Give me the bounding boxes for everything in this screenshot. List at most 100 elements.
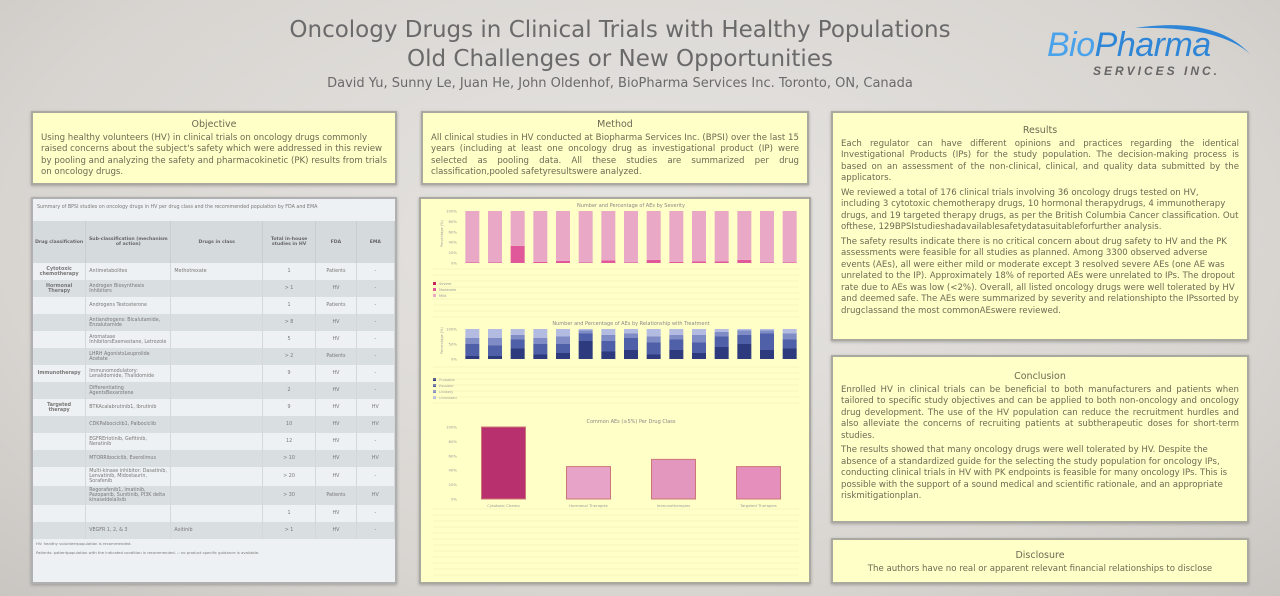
table-caption: Summary of BPSI studies on oncology drug… bbox=[37, 205, 318, 210]
title-line-2: Old Challenges or New Opportunities bbox=[407, 46, 833, 72]
conclusion-box: Conclusion Enrolled HV in clinical trial… bbox=[831, 355, 1249, 523]
bar-segment bbox=[646, 329, 661, 337]
bar-segment bbox=[601, 341, 616, 352]
y-tick-label: 80% bbox=[449, 439, 458, 444]
table-row: Androgens Testosterone 1 Patients - bbox=[33, 297, 395, 314]
disclosure-heading: Disclosure bbox=[1015, 550, 1065, 561]
y-tick-label: 0% bbox=[451, 497, 457, 502]
table-cell: 12 bbox=[262, 433, 317, 450]
bar-segment bbox=[488, 211, 502, 263]
table-cell bbox=[170, 280, 263, 297]
table-cell: Axitinib bbox=[170, 522, 263, 539]
table-cell: Androgens Testosterone bbox=[85, 297, 172, 314]
table-cell: HV bbox=[315, 416, 357, 433]
bar-segment bbox=[624, 262, 638, 263]
bar-segment bbox=[556, 211, 570, 261]
method-heading: Method bbox=[597, 119, 633, 130]
y-tick-label: 0% bbox=[451, 357, 457, 362]
table-row: Immunotherapy Immunomodulatory: Lenalidom… bbox=[33, 365, 395, 382]
table-cell: HV bbox=[356, 486, 395, 505]
bar-segment bbox=[624, 329, 638, 334]
bar-segment bbox=[760, 329, 774, 331]
bar-segment bbox=[782, 339, 797, 349]
bar-segment bbox=[601, 260, 616, 263]
bar-segment bbox=[510, 211, 525, 246]
bar-segment bbox=[510, 245, 525, 263]
bar bbox=[566, 466, 611, 500]
bar-segment bbox=[669, 339, 684, 350]
table-cell: - bbox=[356, 505, 395, 522]
bar-segment bbox=[533, 211, 548, 262]
y-tick-label: 100% bbox=[446, 327, 457, 332]
table-cell bbox=[170, 382, 263, 399]
summary-table-panel: Summary of BPSI studies on oncology drug… bbox=[31, 197, 397, 584]
table-cell: HV bbox=[315, 382, 357, 399]
legend-swatch bbox=[433, 282, 436, 285]
bar-segment bbox=[692, 261, 706, 263]
bar-segment bbox=[760, 330, 774, 334]
table-cell: HV bbox=[356, 399, 395, 416]
table-cell: - bbox=[356, 433, 395, 450]
charts-panel: Number and Percentage of AEs by Severity… bbox=[419, 197, 811, 584]
bar-segment bbox=[646, 211, 661, 260]
table-cell: HV bbox=[315, 314, 357, 331]
table-cell bbox=[170, 450, 263, 467]
bar-segment bbox=[624, 333, 638, 338]
table-row: Multi-kinase inhibitor: Dasatinib, Lenva… bbox=[33, 467, 395, 486]
table-cell bbox=[170, 399, 263, 416]
table-row: Differentiating AgentsBexarotene 2 HV - bbox=[33, 382, 395, 399]
table-cell: - bbox=[356, 522, 395, 539]
y-tick-label: 50% bbox=[449, 342, 458, 347]
bar-segment bbox=[488, 338, 502, 346]
bar-segment bbox=[465, 356, 480, 359]
bar-segment bbox=[737, 211, 752, 260]
table-cell: 9 bbox=[262, 365, 317, 382]
disclosure-text: The authors have no real or apparent rel… bbox=[867, 563, 1213, 574]
bar-segment bbox=[465, 338, 480, 344]
table-cell: > 30 bbox=[262, 486, 317, 505]
table-cell: - bbox=[356, 348, 395, 365]
table-header: Drugs in class bbox=[170, 221, 263, 263]
y-tick-label: 40% bbox=[449, 468, 458, 473]
table-cell: 5 bbox=[262, 331, 317, 348]
method-box: Method All clinical studies in HV conduc… bbox=[421, 111, 809, 185]
bar-segment bbox=[578, 262, 593, 263]
results-heading: Results bbox=[1022, 125, 1058, 136]
table-cell: - bbox=[356, 263, 395, 280]
chart-title: Number and Percentage of AEs by Relation… bbox=[552, 321, 709, 327]
legend-swatch bbox=[433, 288, 436, 291]
bar-segment bbox=[465, 329, 480, 338]
conclusion-paragraph: Enrolled HV in clinical trials can be be… bbox=[841, 384, 1239, 441]
bar-segment bbox=[624, 211, 638, 263]
table-cell bbox=[33, 450, 87, 467]
conclusion-paragraph: The results showed that many oncology dr… bbox=[841, 445, 1228, 501]
table-cell: Cytotoxic chemotherapy bbox=[33, 263, 87, 280]
bar-segment bbox=[556, 344, 570, 353]
table-cell: Patients bbox=[315, 348, 357, 365]
bar-segment bbox=[669, 335, 684, 340]
table-cell bbox=[170, 314, 263, 331]
bar-segment bbox=[465, 211, 480, 263]
table-cell: Hormonal Therapy bbox=[33, 280, 87, 297]
bar-segment bbox=[669, 261, 684, 263]
table-row: Aromatase InhibitorsExemestane, Letrozol… bbox=[33, 331, 395, 348]
table-cell: Androgen Biosynthesis Inhibitors bbox=[85, 280, 172, 297]
table-row: VEGFR 1, 2, & 3 Axitinib > 1 HV - bbox=[33, 522, 395, 539]
x-tick-label: Cytotoxic Chemo bbox=[487, 503, 520, 508]
y-tick-label: 80% bbox=[449, 219, 458, 224]
bar-segment bbox=[465, 344, 480, 356]
objective-box: Objective Using healthy volunteers (HV) … bbox=[31, 111, 397, 185]
bar-segment bbox=[533, 338, 548, 344]
title-line-1: Oncology Drugs in Clinical Trials with H… bbox=[289, 17, 951, 43]
x-tick-label: Targeted Therapies bbox=[739, 503, 776, 508]
poster-title: Oncology Drugs in Clinical Trials with H… bbox=[250, 16, 990, 91]
method-text: All clinical studies in HV conducted at … bbox=[431, 132, 799, 178]
legend-swatch bbox=[433, 396, 436, 399]
bar-segment bbox=[714, 329, 729, 332]
table-cell bbox=[33, 416, 87, 433]
y-tick-label: 100% bbox=[446, 425, 457, 430]
bar-segment bbox=[488, 345, 502, 356]
table-cell: HV bbox=[315, 399, 357, 416]
bar-segment bbox=[669, 329, 684, 335]
legend-label: Severe bbox=[439, 282, 452, 286]
